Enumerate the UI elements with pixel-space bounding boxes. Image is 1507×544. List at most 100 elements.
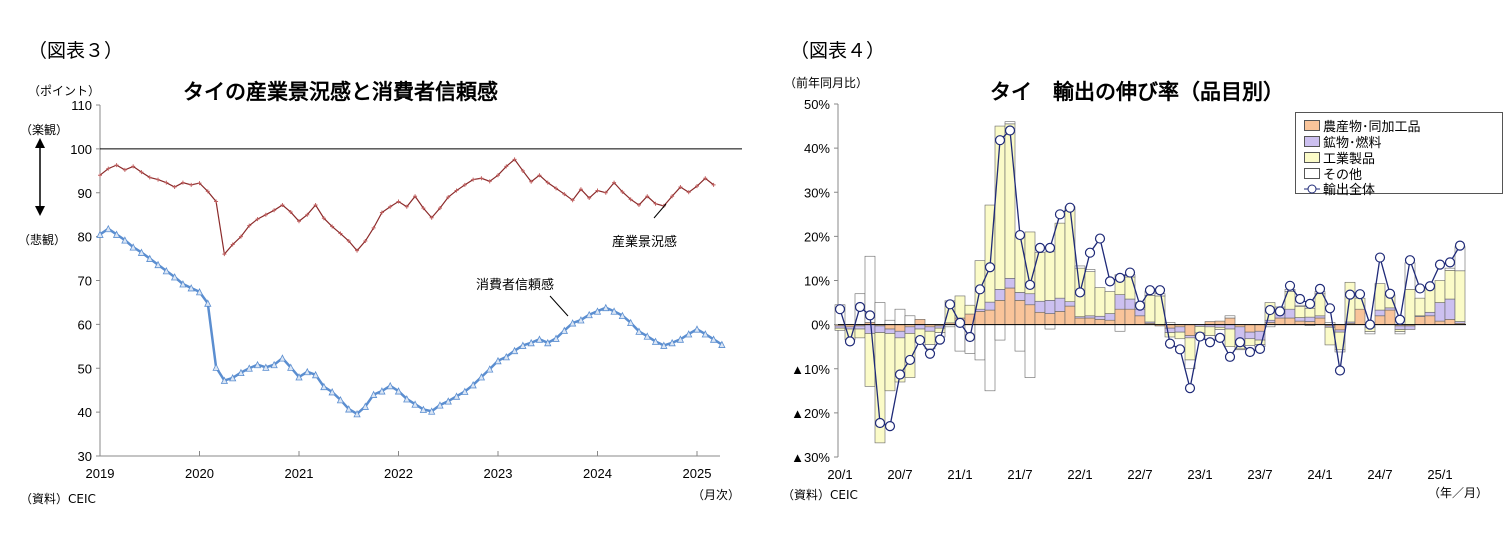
total-exports-point xyxy=(1184,383,1196,394)
bar-segment-agri xyxy=(1034,311,1046,325)
bar-segment-other xyxy=(864,255,876,323)
total-exports-point xyxy=(1144,285,1156,296)
consumer-confidence-point xyxy=(560,326,568,334)
industrial-sentiment-point xyxy=(711,182,716,187)
consumer-confidence-point xyxy=(651,337,660,345)
industrial-sentiment-point xyxy=(562,192,567,197)
bar-segment-industrial xyxy=(1094,287,1106,317)
consumer-confidence-annotation: 消費者信頼感 xyxy=(476,278,555,293)
bar-segment-agri xyxy=(1274,317,1286,325)
industrial-sentiment-point xyxy=(205,189,210,194)
bar-segment-other xyxy=(1364,331,1376,335)
bar-segment-industrial xyxy=(1414,297,1426,317)
right-chart-legend: 農産物･同加工品 鉱物･燃料 工業製品 その他 輸出全体 xyxy=(1295,112,1503,198)
industrial-sentiment-point xyxy=(612,180,617,185)
industrial-sentiment-point xyxy=(363,239,368,244)
total-exports-point xyxy=(1154,285,1166,296)
total-exports-point xyxy=(954,317,966,328)
consumer-confidence-point xyxy=(328,388,336,396)
bar-segment-other xyxy=(984,324,996,392)
bar-segment-mineral xyxy=(1084,315,1096,319)
industrial-sentiment-point xyxy=(288,210,293,215)
bar-segment-mineral xyxy=(1024,293,1036,306)
left-x-unit: （月次） xyxy=(692,488,741,502)
bar-segment-industrial xyxy=(1444,270,1456,300)
total-exports-point xyxy=(1204,337,1216,348)
consumer-confidence-point xyxy=(668,338,676,347)
bar-segment-mineral xyxy=(1004,277,1016,289)
consumer-confidence-point xyxy=(394,387,403,395)
bar-segment-industrial xyxy=(854,328,866,339)
consumer-confidence-point xyxy=(602,303,610,312)
consumer-confidence-point xyxy=(585,310,593,319)
bar-segment-other xyxy=(1024,324,1036,378)
consumer-confidence-point xyxy=(635,327,643,335)
left-x-tick-label: 2021 xyxy=(285,466,314,481)
bar-segment-other xyxy=(1044,324,1056,330)
right-y-tick-label: 40% xyxy=(804,141,830,156)
industrial-sentiment-point xyxy=(180,180,185,185)
total-exports-point xyxy=(1074,287,1086,298)
bar-segment-agri xyxy=(1114,308,1126,325)
bar-segment-industrial xyxy=(1064,208,1076,302)
bar-segment-other xyxy=(1234,348,1246,351)
total-exports-point xyxy=(1404,255,1416,266)
bar-segment-other xyxy=(1334,349,1346,353)
consumer-confidence-point xyxy=(593,307,602,315)
bar-segment-other xyxy=(1114,324,1126,332)
bar-segment-agri xyxy=(1424,315,1436,325)
industrial-sentiment-point xyxy=(454,188,459,193)
right-x-tick-label: 21/7 xyxy=(1007,467,1032,482)
consumer-confidence-point xyxy=(428,407,436,415)
total-exports-point xyxy=(914,334,926,346)
right-x-tick-label: 20/7 xyxy=(887,467,912,482)
bar-segment-industrial xyxy=(1164,332,1176,338)
right-x-tick-label: 24/7 xyxy=(1367,467,1392,482)
bar-segment-industrial xyxy=(1184,337,1196,361)
industrial-sentiment-point xyxy=(554,186,559,191)
industrial-sentiment-point xyxy=(545,180,550,185)
right-x-tick-label: 23/1 xyxy=(1187,467,1212,482)
consumer-confidence-point xyxy=(403,395,411,403)
total-exports-point xyxy=(1174,344,1186,355)
left-y-tick-label: 30 xyxy=(78,449,92,464)
bar-segment-industrial xyxy=(884,333,896,392)
total-exports-point xyxy=(1104,276,1116,287)
industrial-sentiment-point xyxy=(247,223,252,228)
industrial-sentiment-point xyxy=(670,194,675,199)
industrial-sentiment-point xyxy=(396,199,401,204)
bar-segment-agri xyxy=(894,324,906,332)
right-x-tick-label: 25/1 xyxy=(1427,467,1452,482)
industrial-sentiment-point xyxy=(98,173,102,178)
left-chart-title: タイの産業景況感と消費者信頼感 xyxy=(183,80,498,104)
bar-segment-industrial xyxy=(1434,280,1446,303)
bar-segment-mineral xyxy=(1284,308,1296,319)
total-exports-point xyxy=(974,284,986,295)
bar-segment-agri xyxy=(1044,313,1056,325)
consumer-confidence-point xyxy=(411,400,419,408)
total-exports-point xyxy=(854,301,866,313)
bar-segment-industrial xyxy=(1344,281,1356,323)
industrial-sentiment-point xyxy=(504,164,509,169)
industrial-sentiment-point xyxy=(263,212,268,217)
consumer-confidence-point xyxy=(179,280,187,288)
bar-segment-industrial xyxy=(1294,306,1306,318)
total-exports-point xyxy=(1244,346,1256,358)
consumer-confidence-point xyxy=(262,363,270,371)
bar-segment-industrial xyxy=(994,125,1006,290)
consumer-confidence-point xyxy=(229,374,237,382)
consumer-confidence-point xyxy=(336,395,345,404)
consumer-confidence-point xyxy=(303,367,311,376)
industrial-sentiment-point xyxy=(122,167,127,172)
industrial-sentiment-point xyxy=(496,173,500,178)
consumer-confidence-point xyxy=(121,236,129,244)
legend-item-mineral: 鉱物･燃料 xyxy=(1304,132,1382,151)
consumer-confidence-point xyxy=(436,401,444,409)
consumer-confidence-point xyxy=(361,402,369,410)
total-exports-point xyxy=(1384,288,1396,299)
industrial-sentiment-point xyxy=(388,204,393,209)
industrial-sentiment-point xyxy=(437,206,442,211)
industrial-sentiment-point xyxy=(678,185,683,190)
industrial-sentiment-point xyxy=(570,198,575,203)
total-exports-point xyxy=(1024,279,1036,291)
